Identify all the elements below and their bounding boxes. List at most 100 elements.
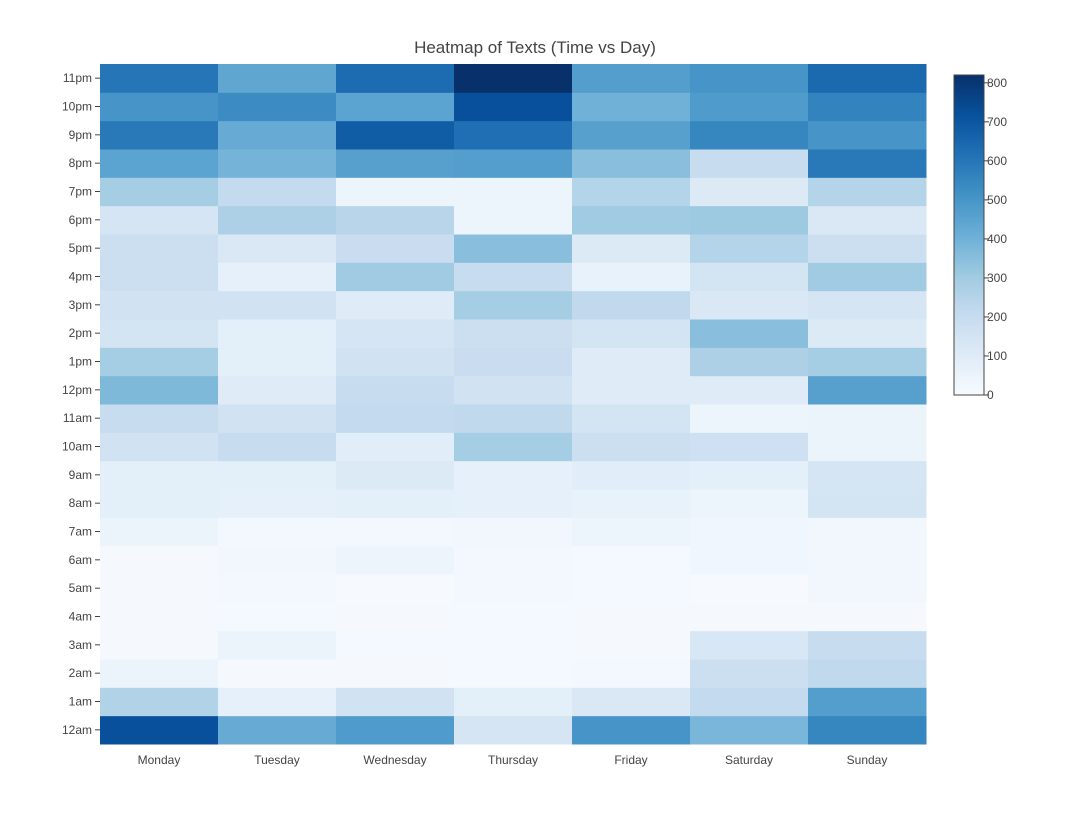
- heatmap-cell: [690, 177, 809, 207]
- colorbar-tick-label: 0: [987, 388, 994, 402]
- heatmap-cell: [690, 404, 809, 433]
- heatmap-cell: [808, 432, 927, 462]
- heatmap-cell: [808, 574, 927, 603]
- heatmap-cell: [454, 92, 573, 122]
- heatmap-cell: [808, 149, 927, 178]
- chart-title: Heatmap of Texts (Time vs Day): [414, 38, 656, 57]
- heatmap-cell: [690, 205, 809, 235]
- y-tick-label: 2am: [69, 666, 92, 680]
- heatmap-cell: [690, 574, 809, 603]
- heatmap-cell: [454, 545, 573, 575]
- y-tick-label: 12pm: [62, 383, 92, 397]
- heatmap-cell: [100, 460, 219, 490]
- heatmap-cell: [218, 177, 337, 207]
- heatmap-cell: [336, 234, 455, 263]
- y-tick-label: 2pm: [69, 326, 92, 340]
- y-tick-label: 6am: [69, 553, 92, 567]
- heatmap-cell: [336, 630, 455, 660]
- heatmap-cell: [808, 489, 927, 518]
- heatmap-cell: [100, 290, 219, 320]
- heatmap-cell: [336, 602, 455, 632]
- colorbar-tick-label: 400: [987, 232, 1007, 246]
- heatmap-cell: [808, 460, 927, 490]
- y-tick-label: 5pm: [69, 241, 92, 255]
- heatmap-cell: [218, 92, 337, 122]
- heatmap-cell: [336, 205, 455, 235]
- heatmap-cell: [808, 404, 927, 433]
- y-tick-label: 8am: [69, 496, 92, 510]
- heatmap-cell: [572, 489, 691, 518]
- y-tick-label: 11am: [63, 411, 92, 425]
- heatmap-cell: [100, 375, 219, 405]
- heatmap-cell: [808, 234, 927, 263]
- y-tick-label: 4am: [69, 610, 92, 624]
- heatmap-cell: [572, 234, 691, 263]
- heatmap-cell: [690, 545, 809, 575]
- heatmap-cell: [808, 347, 927, 377]
- heatmap-cell: [218, 375, 337, 405]
- heatmap-cell: [808, 64, 927, 93]
- y-tick-label: 10pm: [62, 100, 92, 114]
- heatmap-cell: [218, 630, 337, 660]
- heatmap-cell: [690, 489, 809, 518]
- colorbar: 0 100 200 300 400 500 600 700 800: [953, 74, 1007, 402]
- heatmap-cell: [690, 290, 809, 320]
- heatmap-cell: [808, 375, 927, 405]
- heatmap-cell: [336, 375, 455, 405]
- x-tick-label: Friday: [614, 753, 647, 767]
- heatmap-cell: [336, 262, 455, 292]
- y-tick-label: 9am: [69, 468, 92, 482]
- heatmap-cell: [690, 602, 809, 632]
- heatmap-cell: [218, 659, 337, 688]
- heatmap-cells: [100, 64, 927, 745]
- colorbar-tick-label: 300: [987, 271, 1007, 285]
- heatmap-cell: [336, 517, 455, 547]
- heatmap-cell: [690, 517, 809, 547]
- heatmap-cell: [572, 319, 691, 348]
- heatmap-cell: [218, 404, 337, 433]
- heatmap-cell: [100, 234, 219, 263]
- colorbar-tick-label: 700: [987, 115, 1007, 129]
- heatmap-cell: [454, 687, 573, 717]
- heatmap-cell: [218, 602, 337, 632]
- heatmap-cell: [336, 687, 455, 717]
- heatmap-cell: [218, 347, 337, 377]
- heatmap-cell: [454, 347, 573, 377]
- heatmap-cell: [454, 460, 573, 490]
- heatmap-cell: [690, 432, 809, 462]
- heatmap-cell: [808, 545, 927, 575]
- heatmap-cell: [218, 432, 337, 462]
- y-tick-label: 1am: [69, 695, 92, 709]
- heatmap-cell: [690, 64, 809, 93]
- heatmap-cell: [336, 92, 455, 122]
- heatmap-cell: [336, 290, 455, 320]
- heatmap-cell: [572, 404, 691, 433]
- x-tick-label: Thursday: [488, 753, 538, 767]
- heatmap-cell: [100, 602, 219, 632]
- y-tick-label: 12am: [62, 723, 92, 737]
- heatmap-cell: [336, 120, 455, 150]
- y-tick-label: 4pm: [69, 270, 92, 284]
- heatmap-cell: [690, 92, 809, 122]
- heatmap-cell: [572, 92, 691, 122]
- heatmap-cell: [454, 659, 573, 688]
- heatmap-cell: [454, 404, 573, 433]
- x-tick-label: Monday: [138, 753, 181, 767]
- y-tick-label: 7am: [69, 525, 92, 539]
- heatmap-cell: [808, 715, 927, 745]
- heatmap-cell: [454, 602, 573, 632]
- y-tick-label: 11pm: [63, 71, 92, 85]
- heatmap-cell: [100, 177, 219, 207]
- colorbar-gradient: [953, 74, 985, 396]
- heatmap-cell: [572, 574, 691, 603]
- heatmap-cell: [572, 177, 691, 207]
- heatmap-cell: [100, 630, 219, 660]
- heatmap-cell: [100, 545, 219, 575]
- heatmap-cell: [808, 290, 927, 320]
- heatmap-cell: [808, 517, 927, 547]
- heatmap-cell: [100, 92, 219, 122]
- x-tick-label: Wednesday: [363, 753, 426, 767]
- heatmap-cell: [454, 489, 573, 518]
- heatmap-cell: [690, 715, 809, 745]
